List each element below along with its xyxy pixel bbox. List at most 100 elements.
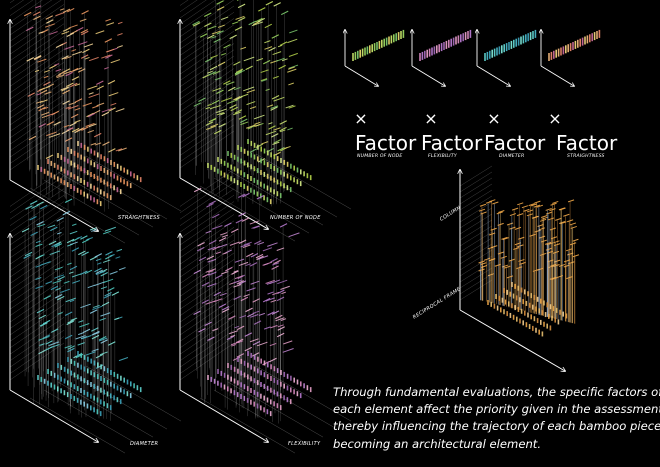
stick xyxy=(33,11,41,16)
stick xyxy=(264,46,273,50)
wall-hatch xyxy=(459,213,493,235)
stick xyxy=(547,217,555,221)
stick xyxy=(69,121,77,127)
stick xyxy=(64,345,72,349)
stick xyxy=(35,100,43,104)
stick xyxy=(245,307,253,313)
wall-hatch xyxy=(459,165,493,187)
wall-hatch xyxy=(9,310,65,349)
caption-line: Through fundamental evaluations, the spe… xyxy=(333,385,660,399)
stick xyxy=(63,124,70,128)
wall-hatch xyxy=(179,0,207,19)
wall-hatch xyxy=(9,336,65,374)
stick xyxy=(56,217,64,222)
wall-hatch xyxy=(179,0,198,12)
stick xyxy=(63,280,70,284)
stick xyxy=(213,129,222,135)
stick xyxy=(254,240,262,245)
stick xyxy=(240,93,249,98)
wall-hatch xyxy=(179,68,235,106)
wall-hatch xyxy=(179,18,235,56)
stick xyxy=(56,295,65,301)
wall-hatch xyxy=(459,189,493,211)
stick xyxy=(90,142,97,146)
floor-line xyxy=(255,153,352,210)
stick xyxy=(108,107,116,112)
mini-x-axis xyxy=(411,65,445,86)
stick xyxy=(71,76,80,81)
factor-title-2: Factor xyxy=(421,131,483,155)
stick xyxy=(567,199,575,203)
stick xyxy=(91,327,99,332)
stick xyxy=(268,125,276,130)
stick xyxy=(279,41,288,46)
wall-hatch xyxy=(9,17,65,55)
wall-hatch xyxy=(9,29,65,68)
stick xyxy=(256,58,264,62)
stick xyxy=(272,75,279,79)
floor-line xyxy=(213,389,310,446)
stick xyxy=(67,243,73,247)
stick xyxy=(85,351,96,356)
stick xyxy=(270,324,278,329)
stick xyxy=(533,204,541,208)
stick xyxy=(248,20,256,26)
stick xyxy=(38,31,44,34)
stick xyxy=(21,227,30,233)
stick xyxy=(62,8,71,14)
stick xyxy=(234,325,240,329)
wall-hatch xyxy=(9,0,62,36)
stick xyxy=(216,6,225,11)
stick xyxy=(240,118,248,123)
stick xyxy=(23,254,31,259)
stick xyxy=(25,205,33,210)
stick xyxy=(74,83,81,87)
stick xyxy=(545,207,552,211)
wall-hatch xyxy=(179,265,235,304)
stick xyxy=(500,255,507,259)
stick xyxy=(272,51,282,56)
stick xyxy=(243,56,255,62)
stick xyxy=(64,55,72,60)
stick xyxy=(48,341,60,347)
panel-diameter: DIAMETER xyxy=(9,169,182,454)
stick xyxy=(249,220,259,225)
stick xyxy=(250,314,259,318)
wall-hatch xyxy=(9,36,65,74)
times-symbol-4: × xyxy=(548,109,561,128)
wall-hatch xyxy=(179,0,234,37)
wall-hatch xyxy=(459,195,493,217)
stick xyxy=(265,130,277,136)
stick xyxy=(277,44,283,48)
stick xyxy=(206,203,214,208)
stick xyxy=(485,200,493,204)
stick xyxy=(207,70,213,74)
diameter-plot xyxy=(9,169,182,454)
wall-hatch xyxy=(179,0,216,25)
stick xyxy=(102,141,110,146)
stick xyxy=(116,248,123,252)
stick xyxy=(497,222,504,226)
mini-x-axis xyxy=(540,65,574,86)
stick xyxy=(48,240,57,246)
stick xyxy=(572,254,580,258)
stick xyxy=(235,68,244,74)
factor-diameter: × Factor DIAMETER xyxy=(477,30,546,159)
stick xyxy=(280,318,287,321)
stick xyxy=(107,287,115,292)
stick xyxy=(249,262,258,267)
stick xyxy=(234,86,241,91)
stick xyxy=(69,299,75,303)
stick xyxy=(56,74,65,79)
floor-line xyxy=(43,389,140,446)
stick xyxy=(242,244,251,249)
wall-hatch xyxy=(459,243,493,265)
stick xyxy=(252,340,261,346)
factor-title-1: Factor xyxy=(355,131,417,155)
floor-line xyxy=(85,155,182,212)
stick xyxy=(216,89,224,95)
stick xyxy=(516,213,524,217)
stick xyxy=(478,260,485,264)
stick xyxy=(96,102,105,107)
stick xyxy=(228,315,236,320)
